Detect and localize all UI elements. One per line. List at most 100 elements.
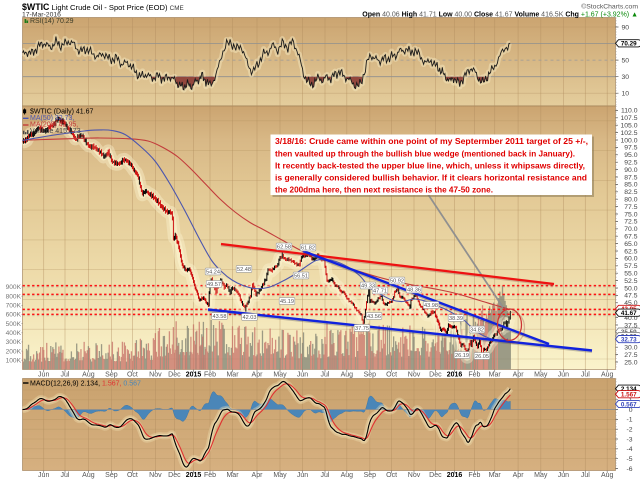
svg-text:52.48: 52.48	[237, 267, 251, 273]
svg-text:Jun: Jun	[558, 371, 569, 378]
svg-text:Dec: Dec	[429, 371, 442, 378]
svg-text:Nov: Nov	[149, 472, 162, 479]
svg-text:Aug: Aug	[82, 371, 95, 378]
svg-text:Jun: Jun	[297, 371, 308, 378]
svg-text:45.19: 45.19	[280, 299, 294, 305]
svg-text:61.82: 61.82	[301, 246, 315, 252]
svg-text:Feb: Feb	[468, 371, 480, 378]
svg-text:49.33: 49.33	[361, 284, 375, 290]
svg-text:62.58: 62.58	[277, 245, 291, 251]
svg-text:Apr: Apr	[513, 472, 525, 479]
svg-text:Feb: Feb	[204, 371, 216, 378]
svg-text:Jul: Jul	[61, 371, 70, 378]
svg-text:67.5: 67.5	[624, 234, 637, 241]
svg-text:48.36: 48.36	[407, 288, 421, 294]
svg-text:Mar: Mar	[226, 472, 239, 479]
svg-text:Nov: Nov	[408, 472, 421, 479]
svg-text:-3: -3	[626, 436, 632, 443]
svg-text:Oct: Oct	[127, 371, 138, 378]
svg-text:100K: 100K	[6, 357, 22, 364]
svg-text:600K: 600K	[6, 312, 22, 319]
svg-text:102.5: 102.5	[620, 130, 637, 137]
svg-text:55.0: 55.0	[624, 271, 637, 278]
svg-text:1.567: 1.567	[621, 392, 637, 399]
svg-text:Jul: Jul	[321, 371, 330, 378]
svg-text:50: 50	[621, 57, 629, 64]
svg-text:200K: 200K	[6, 348, 22, 355]
svg-text:56.51: 56.51	[294, 274, 308, 280]
svg-text:Apr: Apr	[252, 472, 264, 479]
svg-text:50.0: 50.0	[624, 285, 637, 292]
svg-text:38.39: 38.39	[449, 316, 463, 322]
svg-text:43.56: 43.56	[367, 314, 381, 320]
svg-text:the 200dma here, then next res: the 200dma here, then next resistance is…	[275, 186, 493, 195]
svg-text:97.5: 97.5	[624, 145, 637, 152]
svg-text:54.24: 54.24	[206, 270, 220, 276]
svg-text:$WTIC Light Crude Oil - Spot P: $WTIC Light Crude Oil - Spot Price (EOD)…	[22, 2, 184, 12]
svg-text:32.73: 32.73	[621, 336, 637, 343]
svg-text:30.0: 30.0	[624, 345, 637, 352]
svg-text:Nov: Nov	[149, 371, 162, 378]
svg-text:Apr: Apr	[513, 371, 525, 378]
svg-text:-1: -1	[626, 417, 632, 424]
svg-text:52.5: 52.5	[624, 278, 637, 285]
svg-text:25.0: 25.0	[624, 359, 637, 366]
svg-text:Dec: Dec	[429, 472, 442, 479]
svg-text:105.0: 105.0	[620, 123, 637, 130]
svg-text:2.134: 2.134	[621, 386, 637, 393]
svg-text:500K: 500K	[6, 321, 22, 328]
svg-text:62.5: 62.5	[624, 248, 637, 255]
svg-text:0: 0	[629, 407, 633, 414]
svg-text:May: May	[534, 472, 548, 479]
svg-text:90: 90	[621, 24, 629, 31]
svg-text:2015: 2015	[186, 472, 202, 479]
svg-text:87.5: 87.5	[624, 174, 637, 181]
svg-text:70.29: 70.29	[621, 41, 637, 48]
svg-text:92.5: 92.5	[624, 160, 637, 167]
svg-text:MA(200) 42.95,: MA(200) 42.95,	[30, 122, 78, 129]
svg-text:-6: -6	[626, 466, 632, 473]
svg-text:Open 40.06 High 41.71 Low 40.0: Open 40.06 High 41.71 Low 40.00 Close 41…	[362, 11, 638, 18]
svg-text:70.0: 70.0	[624, 226, 637, 233]
svg-text:May: May	[273, 371, 287, 378]
svg-text:72.5: 72.5	[624, 219, 637, 226]
svg-text:Volume 415,473: Volume 415,473	[30, 128, 81, 135]
svg-text:2016: 2016	[447, 472, 463, 479]
svg-text:17-Mar-2016: 17-Mar-2016	[22, 12, 61, 19]
svg-text:$WTIC (Daily) 41.67: $WTIC (Daily) 41.67	[30, 108, 94, 115]
svg-text:Jul: Jul	[321, 472, 330, 479]
svg-text:Dec: Dec	[168, 371, 181, 378]
svg-text:Nov: Nov	[408, 371, 421, 378]
svg-text:37.5: 37.5	[624, 322, 637, 329]
svg-text:Sep: Sep	[105, 371, 118, 378]
svg-text:75.0: 75.0	[624, 211, 637, 218]
svg-text:82.5: 82.5	[624, 189, 637, 196]
svg-text:77.5: 77.5	[624, 204, 637, 211]
svg-text:It recently back-tested the up: It recently back-tested the upper blue l…	[275, 161, 585, 170]
svg-text:Oct: Oct	[127, 472, 138, 479]
svg-text:Jul: Jul	[61, 472, 70, 479]
svg-text:27.5: 27.5	[624, 352, 637, 359]
svg-text:Apr: Apr	[252, 371, 264, 378]
svg-text:Mar: Mar	[489, 472, 502, 479]
svg-text:Mar: Mar	[489, 371, 502, 378]
svg-text:MACD(12,26,9) 2.134, 1.567, 0.: MACD(12,26,9) 2.134, 1.567, 0.567	[30, 381, 141, 388]
svg-text:10: 10	[621, 91, 629, 98]
svg-text:41.67: 41.67	[621, 310, 637, 317]
svg-text:110.0: 110.0	[621, 108, 638, 115]
svg-text:is generally considered bullis: is generally considered bullish behavior…	[275, 174, 587, 183]
svg-text:40.0: 40.0	[624, 315, 637, 322]
svg-text:RSI(14) 70.29: RSI(14) 70.29	[30, 18, 74, 25]
svg-text:Feb: Feb	[468, 472, 480, 479]
svg-text:49.57: 49.57	[207, 282, 221, 288]
svg-text:43.58: 43.58	[213, 314, 227, 320]
svg-text:3/18/16: Crude came within on: 3/18/16: Crude came within one point of …	[275, 137, 588, 146]
svg-text:©StockCharts.com: ©StockCharts.com	[581, 2, 638, 10]
svg-text:300K: 300K	[6, 339, 22, 346]
svg-text:Oct: Oct	[386, 472, 397, 479]
svg-text:Oct: Oct	[386, 371, 397, 378]
svg-text:Jul: Jul	[581, 472, 590, 479]
svg-text:Aug: Aug	[341, 371, 354, 378]
svg-text:2015: 2015	[186, 371, 202, 378]
svg-text:Mar: Mar	[226, 371, 239, 378]
